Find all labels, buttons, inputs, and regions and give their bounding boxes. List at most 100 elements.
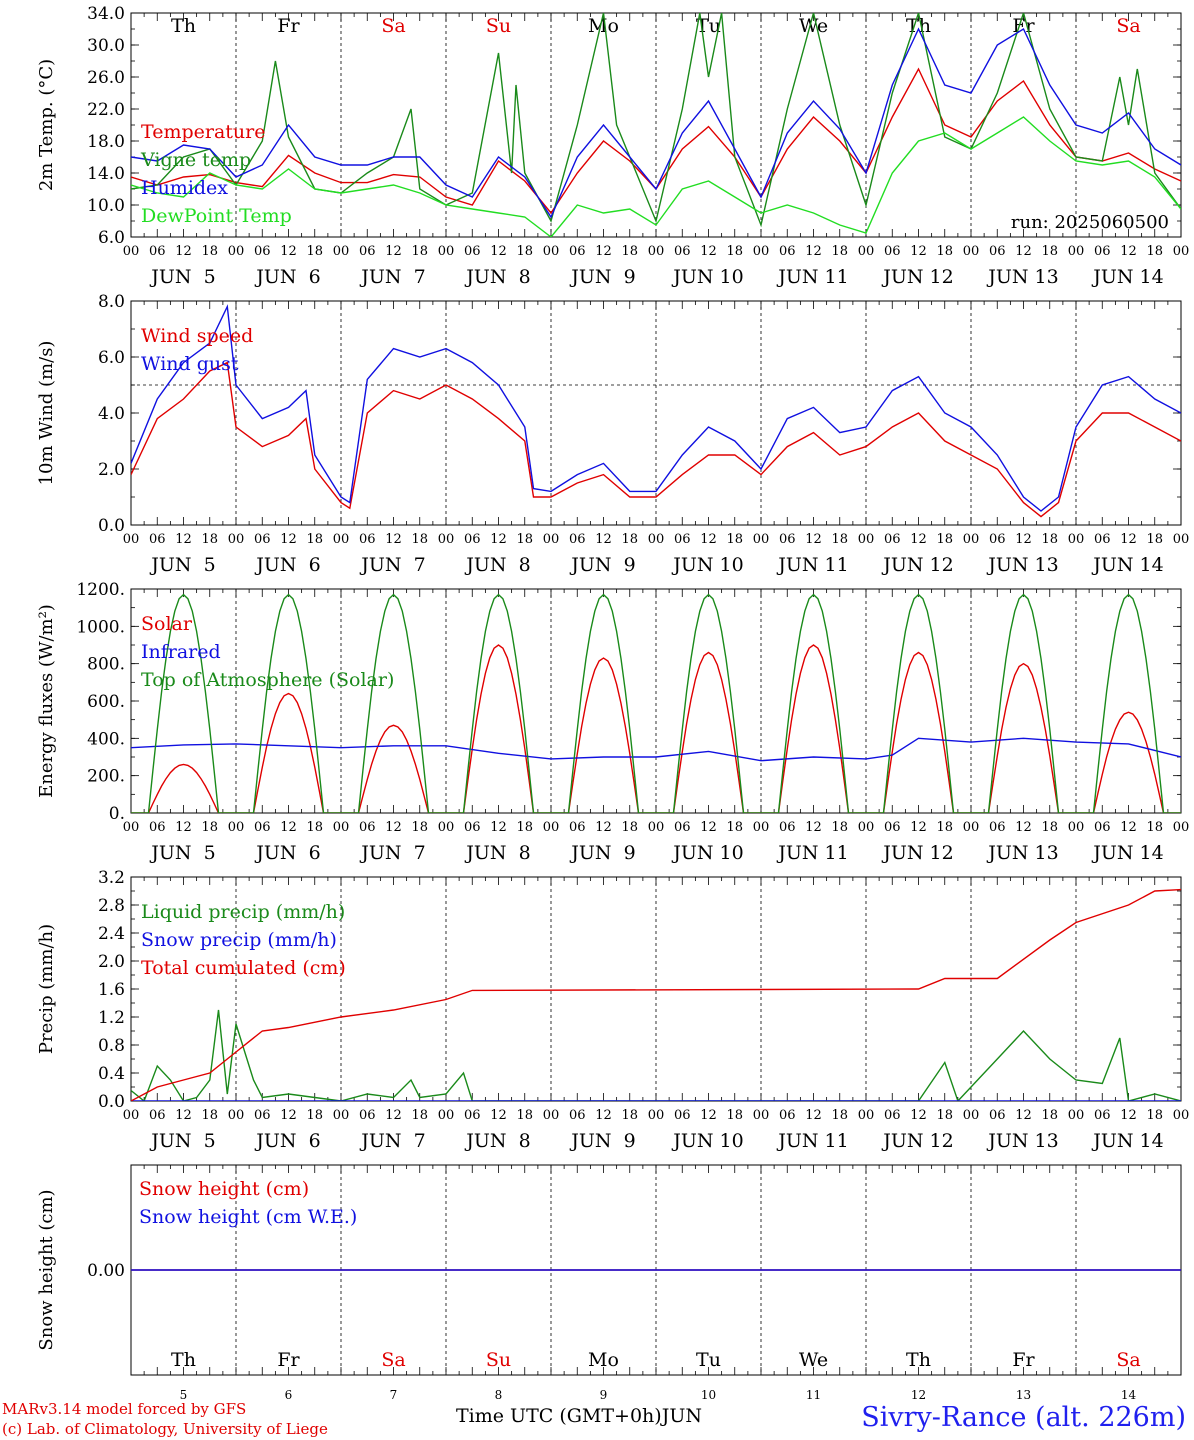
x-hour-label: 12 <box>490 1108 507 1123</box>
panel-1: 6.0 10.0 14.0 18.0 22.0 26.0 30.0 34.0 2m Temp. … <box>36 4 1189 288</box>
panel-2: 0.0 2.0 4.0 6.0 8.0 10m Wind (m/s) 00 06 12 18 JUN… <box>36 292 1189 576</box>
x-hour-label: 06 <box>359 532 376 547</box>
weekday-label: Tu <box>696 1349 721 1371</box>
x-date-label: JUN 5 <box>149 1130 215 1152</box>
y-tick-label: 14.0 <box>87 164 125 184</box>
y-tick-label: 1000. <box>76 617 125 637</box>
y-tick-label: 1200. <box>76 580 125 600</box>
x-hour-label: 12 <box>175 820 192 835</box>
x-hour-label: 06 <box>359 1108 376 1123</box>
y-tick-label: 2.0 <box>98 460 125 480</box>
x-hour-label: 18 <box>936 820 953 835</box>
x-hour-label: 00 <box>963 820 980 835</box>
x-date-label: JUN 10 <box>671 266 743 288</box>
weekday-label: Mo <box>588 1349 619 1371</box>
x-hour-label: 12 <box>490 244 507 259</box>
x-hour-label: 00 <box>858 820 875 835</box>
x-hour-label: 00 <box>333 820 350 835</box>
x-hour-label: 00 <box>543 244 560 259</box>
x-hour-label: 00 <box>543 532 560 547</box>
x-hour-label: 18 <box>831 244 848 259</box>
y-tick-label: 200. <box>87 767 125 787</box>
x-date-number: 14 <box>1121 1388 1137 1402</box>
x-hour-label: 18 <box>1146 532 1163 547</box>
series-line-wind-speed <box>131 361 1181 518</box>
legend-entry: Infrared <box>141 641 221 663</box>
x-hour-label: 00 <box>1173 532 1190 547</box>
x-hour-label: 18 <box>1146 1108 1163 1123</box>
x-hour-label: 00 <box>648 820 665 835</box>
x-hour-label: 06 <box>1094 820 1111 835</box>
x-hour-label: 00 <box>543 820 560 835</box>
legend-entry: Snow height (cm) <box>139 1178 309 1200</box>
x-date-label: JUN 13 <box>986 842 1058 864</box>
x-hour-label: 06 <box>149 1108 166 1123</box>
x-hour-label: 00 <box>648 532 665 547</box>
x-hour-label: 18 <box>411 532 428 547</box>
y-tick-label: 800. <box>87 655 125 675</box>
x-hour-label: 06 <box>779 532 796 547</box>
x-hour-label: 18 <box>831 820 848 835</box>
x-hour-label: 18 <box>936 1108 953 1123</box>
x-hour-label: 12 <box>805 820 822 835</box>
x-hour-label: 00 <box>753 820 770 835</box>
x-hour-label: 18 <box>1041 820 1058 835</box>
y-tick-label: 34.0 <box>87 4 125 24</box>
x-hour-label: 18 <box>831 1108 848 1123</box>
x-hour-label: 12 <box>280 1108 297 1123</box>
y-tick-label: 0.00 <box>87 1261 125 1281</box>
x-date-label: JUN 8 <box>464 554 530 576</box>
y-tick-label: 6.0 <box>98 348 125 368</box>
x-hour-label: 00 <box>333 1108 350 1123</box>
x-date-label: JUN 9 <box>569 1130 635 1152</box>
x-hour-label: 00 <box>753 532 770 547</box>
series-line-top-of-atmosphere-solar <box>131 593 1181 813</box>
x-date-label: JUN 9 <box>569 554 635 576</box>
x-hour-label: 18 <box>621 244 638 259</box>
x-hour-label: 18 <box>1041 532 1058 547</box>
x-hour-label: 06 <box>989 532 1006 547</box>
x-hour-label: 12 <box>805 1108 822 1123</box>
x-hour-label: 06 <box>884 1108 901 1123</box>
x-date-label: JUN 8 <box>464 266 530 288</box>
x-hour-label: 12 <box>385 1108 402 1123</box>
x-hour-label: 00 <box>753 244 770 259</box>
y-tick-label: 18.0 <box>87 132 125 152</box>
x-hour-label: 12 <box>175 1108 192 1123</box>
weekday-label: Th <box>906 15 931 37</box>
x-date-label: JUN 5 <box>149 842 215 864</box>
x-hour-label: 00 <box>438 532 455 547</box>
model-credit: MARv3.14 model forced by GFS <box>2 1400 247 1418</box>
weekday-label: Sa <box>1116 15 1140 37</box>
x-date-label: JUN 7 <box>359 1130 425 1152</box>
x-hour-label: 18 <box>411 244 428 259</box>
x-hour-label: 18 <box>621 1108 638 1123</box>
x-hour-label: 06 <box>569 820 586 835</box>
x-date-label: JUN 5 <box>149 554 215 576</box>
x-date-number: 8 <box>495 1388 503 1402</box>
x-hour-label: 18 <box>306 244 323 259</box>
x-hour-label: 12 <box>595 1108 612 1123</box>
series-line-humidex <box>131 27 1181 219</box>
run-annotation: run: 2025060500 <box>1011 212 1169 233</box>
weekday-label: We <box>799 15 828 37</box>
x-hour-label: 18 <box>831 532 848 547</box>
x-date-number: 12 <box>911 1388 926 1402</box>
x-date-number: 11 <box>806 1388 821 1402</box>
x-hour-label: 18 <box>201 1108 218 1123</box>
series-line-total-cumulated-cm <box>131 888 1181 1101</box>
x-hour-label: 00 <box>858 532 875 547</box>
x-hour-label: 00 <box>123 820 140 835</box>
y-tick-label: 1.6 <box>98 980 125 1000</box>
y-tick-label: 22.0 <box>87 100 125 120</box>
x-date-number: 5 <box>180 1388 188 1402</box>
y-tick-label: 30.0 <box>87 36 125 56</box>
x-hour-label: 00 <box>228 820 245 835</box>
x-hour-label: 06 <box>674 1108 691 1123</box>
x-date-label: JUN 12 <box>881 554 953 576</box>
x-hour-label: 12 <box>805 532 822 547</box>
x-hour-label: 12 <box>1015 532 1032 547</box>
x-date-label: JUN 7 <box>359 842 425 864</box>
x-hour-label: 18 <box>306 820 323 835</box>
x-date-label: JUN 7 <box>359 266 425 288</box>
